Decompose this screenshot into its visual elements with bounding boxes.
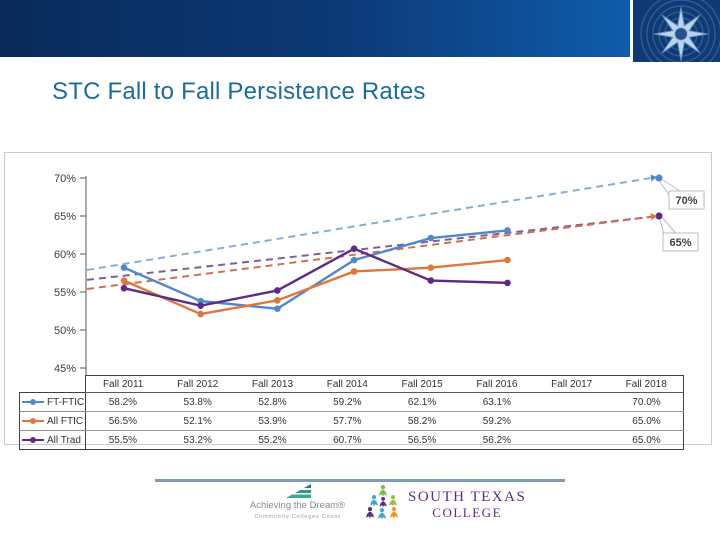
table-value-cell: 65.0% bbox=[609, 411, 685, 431]
table-value-cell: 59.2% bbox=[309, 392, 385, 412]
page-title: STC Fall to Fall Persistence Rates bbox=[52, 78, 426, 105]
legend-key-icon bbox=[22, 399, 44, 405]
table-value-cell: 57.7% bbox=[309, 411, 385, 431]
atd-swoosh-icon bbox=[285, 484, 311, 498]
table-value-cell: 63.1% bbox=[459, 392, 535, 412]
table-corner-cell bbox=[20, 376, 86, 393]
legend-label: All FTIC bbox=[47, 415, 84, 427]
south-texas-college-logo: SOUTH TEXAS COLLEGE bbox=[366, 485, 526, 523]
legend-key-icon bbox=[22, 418, 44, 424]
svg-text:45%: 45% bbox=[54, 363, 76, 375]
table-value-cell: 56.5% bbox=[384, 430, 460, 450]
legend-cell: All Trad bbox=[19, 430, 86, 450]
stc-people-icon bbox=[366, 485, 398, 520]
table-value-cell: 70.0% bbox=[609, 392, 685, 412]
chart-frame: 70% 65% 60% 55% 50% 45% 70% 65% Fall 2011 Fall 2… bbox=[4, 152, 712, 450]
achieving-the-dream-logo: Achieving the Dream® Community Colleges … bbox=[230, 484, 365, 520]
legend-cell: FT-FTIC bbox=[19, 392, 86, 412]
table-value-cell: 60.7% bbox=[309, 430, 385, 450]
table-header-cell: Fall 2011 bbox=[85, 375, 161, 393]
table-value-cell: 59.2% bbox=[459, 411, 535, 431]
table-header-cell: Fall 2018 bbox=[609, 375, 685, 393]
svg-text:70%: 70% bbox=[54, 173, 76, 185]
table-header-cell: Fall 2016 bbox=[459, 375, 535, 393]
stc-line1: SOUTH TEXAS bbox=[408, 489, 527, 505]
legend-cell: All FTIC bbox=[19, 411, 86, 431]
atd-name: Achieving the Dream® bbox=[249, 500, 346, 511]
svg-text:60%: 60% bbox=[54, 249, 76, 261]
table-value-cell: 53.9% bbox=[235, 411, 310, 431]
table-value-cell: 58.2% bbox=[384, 411, 460, 431]
table-header-cell: Fall 2013 bbox=[235, 375, 310, 393]
table-value-cell: 52.8% bbox=[235, 392, 310, 412]
table-value-cell: 56.5% bbox=[85, 411, 161, 431]
stc-line2: COLLEGE bbox=[432, 504, 503, 520]
person-figure bbox=[390, 507, 398, 519]
compass-image bbox=[633, 0, 720, 62]
table-value-cell: 56.2% bbox=[459, 430, 535, 450]
table-value-cell bbox=[534, 430, 610, 450]
legend-label: All Trad bbox=[47, 434, 81, 446]
persistence-line-chart: 70% 65% 60% 55% 50% 45% 70% 65% bbox=[54, 173, 705, 375]
stc-wordmark: SOUTH TEXAS COLLEGE bbox=[408, 489, 527, 520]
svg-text:65%: 65% bbox=[669, 237, 691, 249]
legend-key-icon bbox=[22, 437, 44, 443]
table-header-cell: Fall 2015 bbox=[384, 375, 460, 393]
person-figure bbox=[378, 508, 386, 520]
table-value-cell: 53.8% bbox=[160, 392, 236, 412]
svg-text:50%: 50% bbox=[54, 325, 76, 337]
legend-label: FT-FTIC bbox=[47, 396, 85, 408]
svg-text:70%: 70% bbox=[675, 195, 697, 207]
footer-divider bbox=[155, 479, 565, 482]
table-header-cell: Fall 2012 bbox=[160, 375, 236, 393]
person-figure bbox=[389, 495, 397, 507]
header-banner bbox=[0, 0, 630, 57]
table-value-cell: 53.2% bbox=[160, 430, 236, 450]
table-value-cell: 52.1% bbox=[160, 411, 236, 431]
data-table: Fall 2011 Fall 2012 Fall 2013 Fall 2014 Fall… bbox=[19, 375, 685, 450]
table-header-cell: Fall 2014 bbox=[309, 375, 385, 393]
svg-text:65%: 65% bbox=[54, 211, 76, 223]
table-header-cell: Fall 2017 bbox=[534, 375, 610, 393]
person-figure bbox=[379, 485, 387, 497]
table-value-cell bbox=[534, 392, 610, 412]
atd-tagline: Community Colleges Count bbox=[254, 514, 341, 520]
table-value-cell bbox=[534, 411, 610, 431]
table-value-cell: 62.1% bbox=[384, 392, 460, 412]
person-figure bbox=[366, 507, 374, 519]
person-figure bbox=[370, 495, 378, 507]
table-value-cell: 65.0% bbox=[609, 430, 685, 450]
person-figure bbox=[379, 497, 387, 508]
chart-data-table: Fall 2011 Fall 2012 Fall 2013 Fall 2014 Fall… bbox=[19, 375, 685, 450]
table-value-cell: 55.2% bbox=[235, 430, 310, 450]
svg-text:55%: 55% bbox=[54, 287, 76, 299]
table-value-cell: 58.2% bbox=[85, 392, 161, 412]
table-value-cell: 55.5% bbox=[85, 430, 161, 450]
